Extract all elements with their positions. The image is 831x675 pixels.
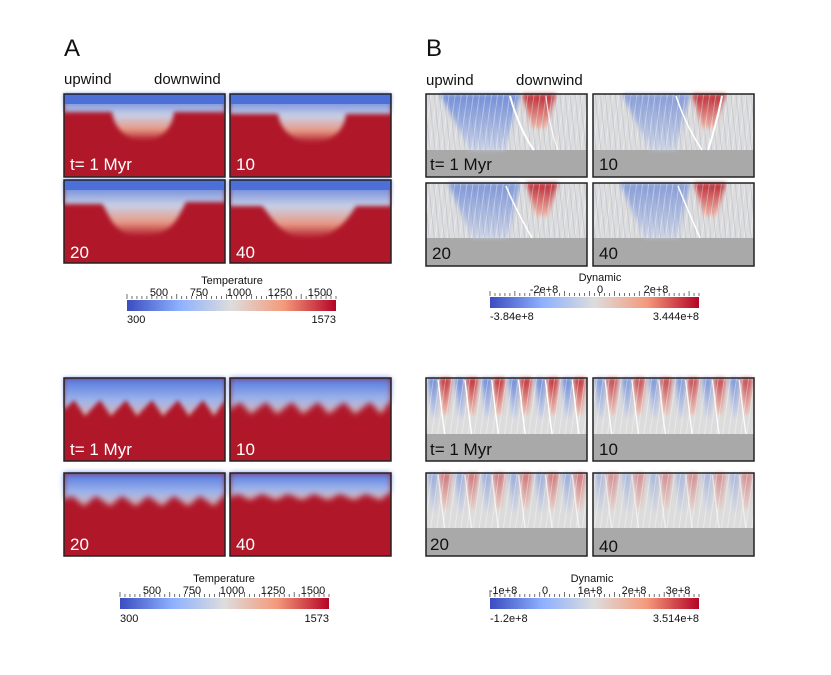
colorbar-min-label: 300 [120, 613, 138, 625]
colorbar-min-label: 300 [127, 314, 145, 326]
a-top-panel-3: 20 [63, 179, 226, 264]
colorbar-tick: 1000 [227, 287, 251, 299]
colorbar-tick: 2e+8 [622, 585, 647, 597]
panel-a-letter: A [64, 35, 80, 62]
time-label: 20 [432, 244, 451, 263]
time-label: 40 [236, 243, 255, 262]
a-bottom-panel-3: 20 [63, 472, 226, 557]
a-top-panel-2: 10 [229, 93, 392, 178]
b-top-colorbar: Dynamic -2e+8 0 2e+8 -3.84e+8 3.444e+8 [489, 272, 700, 323]
time-label: t= 1 Myr [70, 440, 132, 459]
a-bottom-panel-4: 40 [229, 472, 392, 557]
colorbar-tick: 750 [183, 585, 201, 597]
b-bottom-panel-4: 40 [592, 472, 755, 557]
time-label: 20 [430, 535, 449, 554]
time-label: t= 1 Myr [70, 155, 132, 174]
colorbar-title: Dynamic [579, 272, 622, 284]
b-bottom-colorbar: Dynamic -1e+8 0 1e+8 2e+8 3e+8 -1.2e+8 3… [489, 573, 700, 625]
colorbar-max-label: 1573 [305, 613, 329, 625]
a-bottom-colorbar: Temperature 500 750 1000 1250 1500 300 1… [119, 573, 330, 625]
panel-b-upwind-label: upwind [426, 72, 474, 89]
time-label: 40 [599, 537, 618, 556]
time-label: 40 [599, 244, 618, 263]
panel-b-letter: B [426, 35, 442, 62]
colorbar-max-label: 1573 [312, 314, 336, 326]
time-label: t= 1 Myr [430, 155, 492, 174]
colorbar-title: Dynamic [571, 573, 614, 585]
colorbar-tick: 750 [190, 287, 208, 299]
panel-b-downwind-label: downwind [516, 72, 583, 89]
a-top-colorbar: Temperature 500 750 1000 1250 1500 300 1… [126, 275, 337, 326]
colorbar-min-label: -1.2e+8 [490, 613, 528, 625]
time-label: 40 [236, 535, 255, 554]
a-bottom-panel-1: t= 1 Myr [63, 377, 226, 462]
colorbar-max-label: 3.444e+8 [653, 311, 699, 323]
colorbar-tick: 500 [150, 287, 168, 299]
b-top-panel-4: 40 [592, 182, 755, 267]
b-top-panel-1: t= 1 Myr [425, 93, 588, 178]
b-bottom-panel-2: 10 [592, 377, 755, 462]
colorbar-tick: 0 [542, 585, 548, 597]
colorbar-tick: 1000 [220, 585, 244, 597]
b-top-panel-3: 20 [425, 182, 588, 267]
colorbar-tick: 2e+8 [644, 284, 669, 296]
colorbar-tick: 500 [143, 585, 161, 597]
time-label: 10 [599, 155, 618, 174]
colorbar-tick: 0 [597, 284, 603, 296]
time-label: 10 [599, 440, 618, 459]
b-bottom-panel-1: t= 1 Myr [425, 377, 588, 462]
time-label: 10 [236, 155, 255, 174]
b-bottom-panel-3: 20 [425, 472, 588, 557]
time-label: 20 [70, 243, 89, 262]
a-top-panel-1: t= 1 Myr [63, 93, 226, 178]
colorbar-tick: -2e+8 [530, 284, 558, 296]
colorbar-title: Temperature [201, 275, 263, 287]
panel-a-downwind-label: downwind [154, 71, 221, 88]
panel-a-upwind-label: upwind [64, 71, 112, 88]
colorbar-min-label: -3.84e+8 [490, 311, 534, 323]
b-top-panel-2: 10 [592, 93, 755, 178]
time-label: 20 [70, 535, 89, 554]
time-label: 10 [236, 440, 255, 459]
time-label: t= 1 Myr [430, 440, 492, 459]
colorbar-title: Temperature [193, 573, 255, 585]
a-top-panel-4: 40 [229, 179, 392, 264]
colorbar-tick: -1e+8 [489, 585, 517, 597]
colorbar-max-label: 3.514e+8 [653, 613, 699, 625]
a-bottom-panel-2: 10 [229, 377, 392, 462]
colorbar-tick: 1e+8 [578, 585, 603, 597]
